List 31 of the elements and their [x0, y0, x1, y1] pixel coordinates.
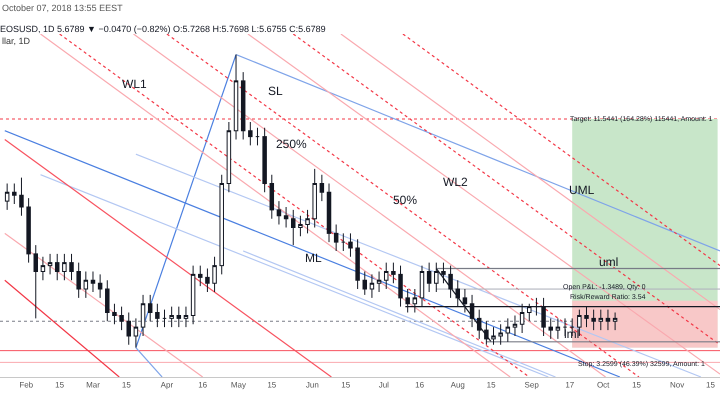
x-tick-label: Oct [596, 380, 610, 390]
annotation: SL [268, 84, 284, 98]
x-tick-label: 15 [267, 380, 277, 390]
annotation: UML [569, 183, 595, 197]
x-tick-label: 15 [122, 380, 132, 390]
chart-title: EOSUSD, 1D 5.6789 ▼ −0.0470 (−0.82%) O:5.7268 H:5.7698 L:5.6755 C:5.6789 [0, 24, 326, 34]
x-tick-label: Nov [670, 380, 684, 390]
x-tick-label: Sep [524, 380, 540, 390]
x-tick-label: 16 [198, 380, 208, 390]
x-tick-label: Apr [160, 380, 174, 390]
x-tick-label: 15 [706, 380, 716, 390]
annotation: uml [599, 255, 618, 269]
x-tick-label: Feb [19, 380, 34, 390]
x-tick-label: Mar [86, 380, 100, 390]
text: October 07, 2018 13:55 EEST [2, 3, 124, 13]
annotation: WL1 [122, 77, 147, 91]
x-tick-label: 16 [415, 380, 425, 390]
annotation: 50% [393, 193, 418, 207]
x-tick-label: 15 [486, 380, 496, 390]
chart-subtitle: llar, 1D [2, 36, 31, 46]
annotation: WL2 [443, 175, 468, 189]
x-tick-label: Aug [450, 380, 465, 390]
annotation: 250% [276, 137, 308, 151]
x-tick-label: 15 [55, 380, 65, 390]
annotation: ML [305, 251, 322, 265]
x-tick-label: 15 [632, 380, 642, 390]
x-tick-label: May [230, 380, 246, 390]
x-tick-label: 15 [341, 380, 351, 390]
x-tick-label: Jun [306, 380, 319, 390]
x-tick-label: Jul [378, 380, 390, 390]
x-tick-label: 17 [565, 380, 575, 390]
